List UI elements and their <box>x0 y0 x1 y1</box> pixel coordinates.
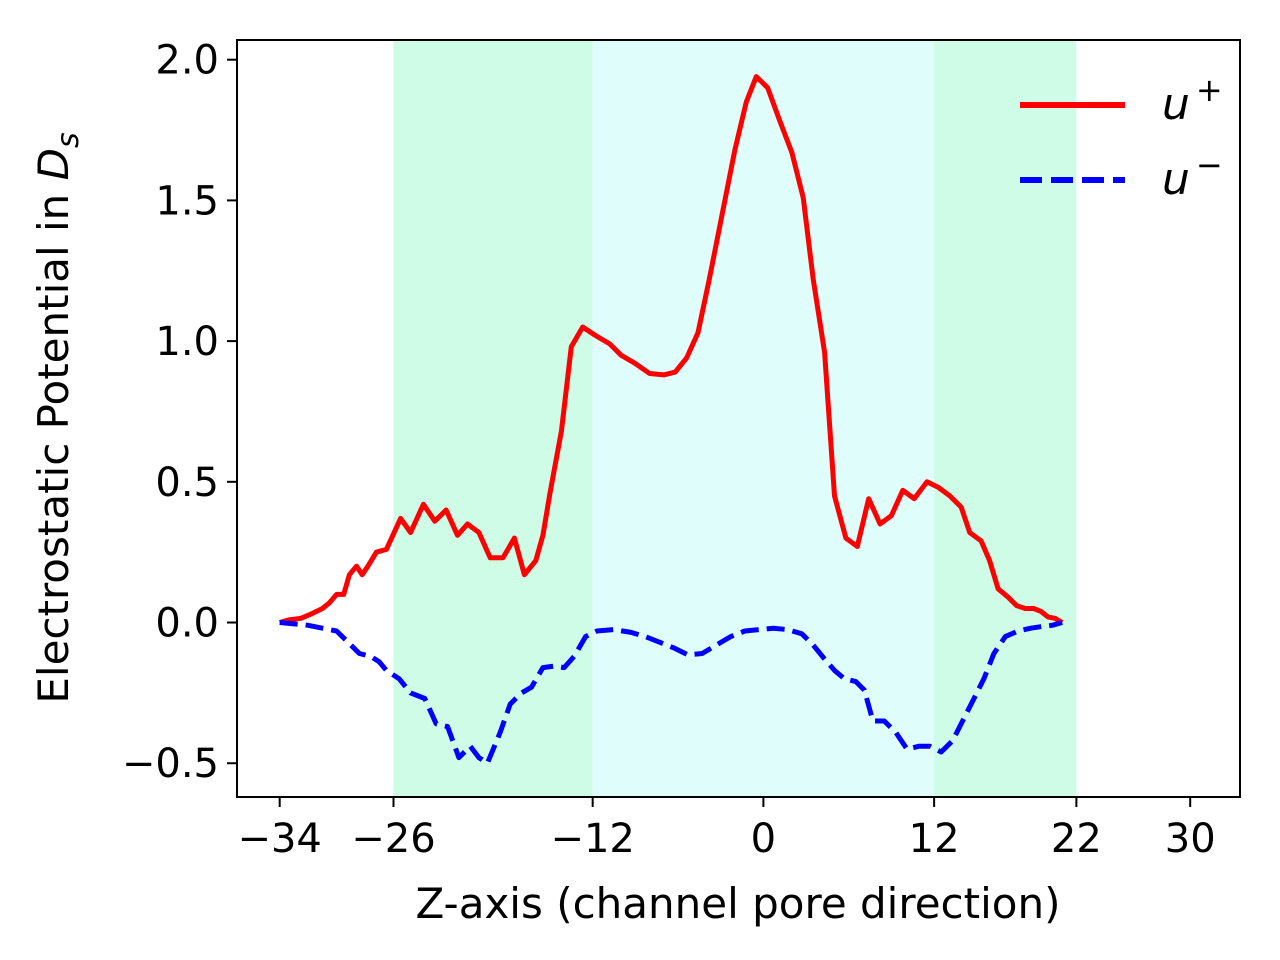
y-axis-label-subscript: s <box>51 132 86 148</box>
x-axis-label: Z-axis (channel pore direction) <box>416 879 1061 928</box>
x-tick-label: 0 <box>751 816 776 862</box>
y-tick-label: 0.0 <box>155 601 219 647</box>
x-axis-ticks: −34 −26 −12 0 12 22 30 <box>237 797 1216 862</box>
series-line-u-minus <box>279 620 1063 766</box>
y-tick-label: 0.5 <box>155 460 219 506</box>
x-tick-label: −12 <box>550 816 634 862</box>
legend-label-u-plus: u + <box>1162 71 1223 130</box>
y-tick-label: 1.5 <box>155 178 219 224</box>
shaded-region-3 <box>934 40 1077 797</box>
y-axis-label-symbol: D <box>29 148 78 180</box>
x-tick-label: −26 <box>351 816 435 862</box>
legend: u + u − <box>1020 71 1223 205</box>
x-tick-label: −34 <box>237 816 321 862</box>
x-tick-label: 30 <box>1165 816 1216 862</box>
plot-series <box>279 74 1064 766</box>
series-line-u-plus <box>279 74 1064 625</box>
shaded-region-1 <box>393 40 593 797</box>
y-axis-label-text: Electrostatic Potential in <box>29 180 78 703</box>
shaded-region-2 <box>592 40 935 797</box>
y-axis-ticks: −0.5 0.0 0.5 1.0 1.5 2.0 <box>122 38 237 787</box>
y-tick-label: 2.0 <box>155 38 219 84</box>
y-axis-label: Electrostatic Potential in Ds <box>29 132 86 703</box>
shaded-regions <box>393 40 1077 797</box>
x-tick-label: 22 <box>1051 816 1102 862</box>
legend-label-u-minus: u − <box>1162 146 1223 205</box>
y-tick-label: 1.0 <box>155 319 219 365</box>
plot-frame <box>236 39 1241 798</box>
y-tick-label: −0.5 <box>122 741 219 787</box>
x-tick-label: 12 <box>909 816 960 862</box>
